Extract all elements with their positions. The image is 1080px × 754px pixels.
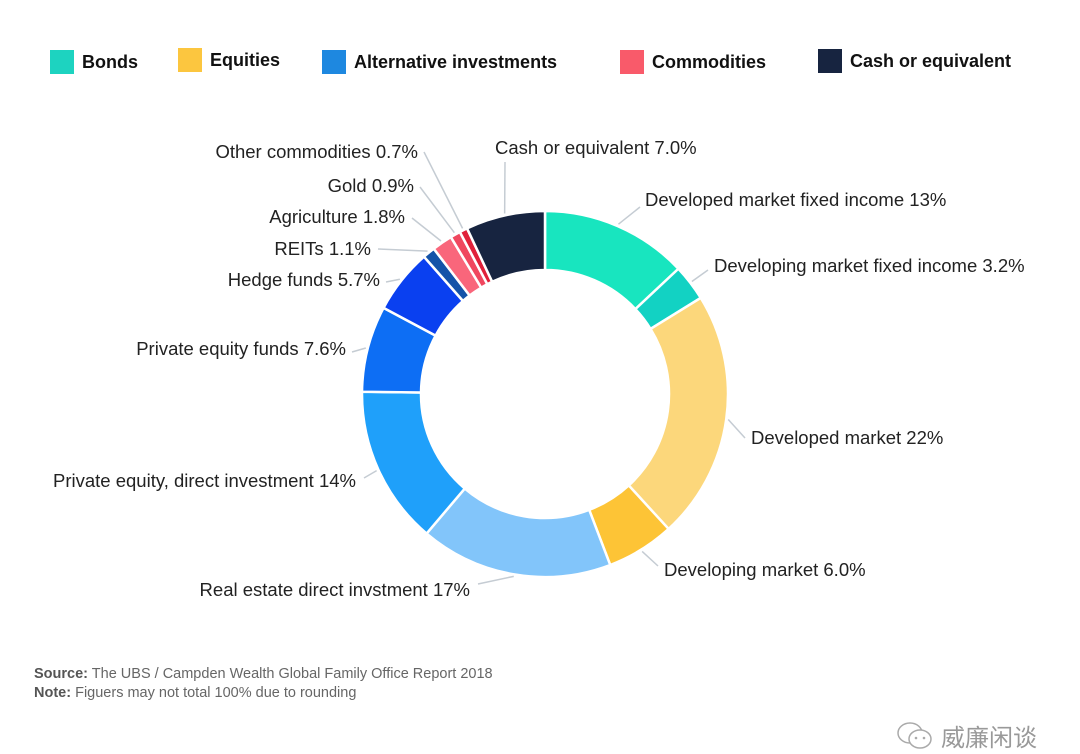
leader-line: [385, 278, 401, 283]
slice-name: Agriculture: [269, 206, 363, 227]
legend-swatch: [818, 49, 842, 73]
legend-label: Commodities: [652, 51, 767, 72]
legend-item-alternative: Alternative investments: [322, 50, 557, 74]
leader-line: [691, 269, 709, 283]
source-label: Source:: [34, 666, 88, 682]
slice-value: 6.0%: [823, 559, 865, 580]
slice-name: Other commodities: [215, 141, 375, 162]
slice-value: 1.8%: [363, 206, 405, 227]
slice-label: Private equity, direct investment 14%: [53, 470, 356, 491]
source-text: The UBS / Campden Wealth Global Family O…: [91, 666, 493, 682]
legend-swatch: [178, 48, 202, 72]
leader-line: [363, 470, 378, 479]
slice-value: 7.6%: [304, 338, 346, 359]
note-line: Note: Figuers may not total 100% due to …: [34, 684, 493, 703]
slice-label: REITs 1.1%: [274, 238, 371, 259]
note-label: Note:: [34, 685, 72, 701]
source-line: Source: The UBS / Campden Wealth Global …: [34, 665, 493, 684]
slice-name: Developing market: [664, 559, 823, 580]
legend-swatch: [322, 50, 346, 74]
leader-line: [618, 206, 641, 225]
legend-item-equities: Equities: [178, 48, 280, 72]
leader-line: [423, 151, 464, 229]
leader-line: [641, 550, 659, 567]
slice-label: Other commodities 0.7%: [215, 141, 418, 162]
slice-name: Developing market fixed income: [714, 255, 982, 276]
slice-name: Cash or equivalent: [495, 137, 654, 158]
legend-label: Alternative investments: [354, 51, 558, 72]
slice-label: Agriculture 1.8%: [269, 206, 405, 227]
slice-value: 17%: [433, 579, 470, 600]
footer: Source: The UBS / Campden Wealth Global …: [34, 665, 493, 703]
legend-label: Bonds: [82, 51, 138, 72]
legend: Bonds Equities Alternative investments C…: [0, 48, 1080, 80]
slice-value: 13%: [909, 189, 946, 210]
legend-item-bonds: Bonds: [50, 50, 138, 74]
legend-swatch: [50, 50, 74, 74]
slice-value: 1.1%: [329, 238, 371, 259]
legend-item-cash: Cash or equivalent: [818, 49, 1011, 73]
slice-label: Developing market fixed income 3.2%: [714, 255, 1025, 276]
slice-label: Cash or equivalent 7.0%: [495, 137, 697, 158]
slice-value: 0.9%: [372, 175, 414, 196]
slice-name: Real estate direct invstment: [200, 579, 433, 600]
donut-slice: [626, 296, 730, 531]
slice-value: 14%: [319, 470, 356, 491]
leader-line: [419, 186, 455, 234]
leader-line: [377, 248, 428, 252]
leader-line: [411, 217, 442, 242]
legend-swatch: [620, 50, 644, 74]
slice-name: Private equity funds: [136, 338, 304, 359]
legend-item-commodities: Commodities: [620, 50, 766, 74]
slice-label: Developing market 6.0%: [664, 559, 866, 580]
slice-label: Hedge funds 5.7%: [228, 269, 380, 290]
slice-value: 7.0%: [654, 137, 696, 158]
leader-line: [727, 418, 746, 439]
watermark: 威廉闲谈: [895, 718, 1037, 753]
slice-label: Private equity funds 7.6%: [136, 338, 346, 359]
slice-value: 5.7%: [338, 269, 380, 290]
donut-slice: [465, 209, 547, 284]
watermark-text: 威廉闲谈: [941, 725, 1037, 752]
legend-label: Equities: [210, 49, 281, 70]
slice-name: Developed market: [751, 427, 906, 448]
wechat-icon: [897, 721, 932, 749]
slice-name: Gold: [328, 175, 372, 196]
slice-name: Developed market fixed income: [645, 189, 909, 210]
slice-label: Developed market 22%: [751, 427, 943, 448]
slice-value: 3.2%: [982, 255, 1024, 276]
slice-name: Private equity, direct investment: [53, 470, 319, 491]
slice-label: Gold 0.9%: [328, 175, 414, 196]
slice-name: REITs: [274, 238, 328, 259]
slice-value: 22%: [906, 427, 943, 448]
note-text: Figuers may not total 100% due to roundi…: [75, 685, 357, 701]
slice-name: Hedge funds: [228, 269, 338, 290]
slice-label: Developed market fixed income 13%: [645, 189, 946, 210]
slice-value: 0.7%: [376, 141, 418, 162]
slice-label: Real estate direct invstment 17%: [200, 579, 470, 600]
leader-line: [351, 347, 367, 353]
legend-label: Cash or equivalent: [850, 50, 1012, 71]
leader-line: [477, 575, 514, 585]
